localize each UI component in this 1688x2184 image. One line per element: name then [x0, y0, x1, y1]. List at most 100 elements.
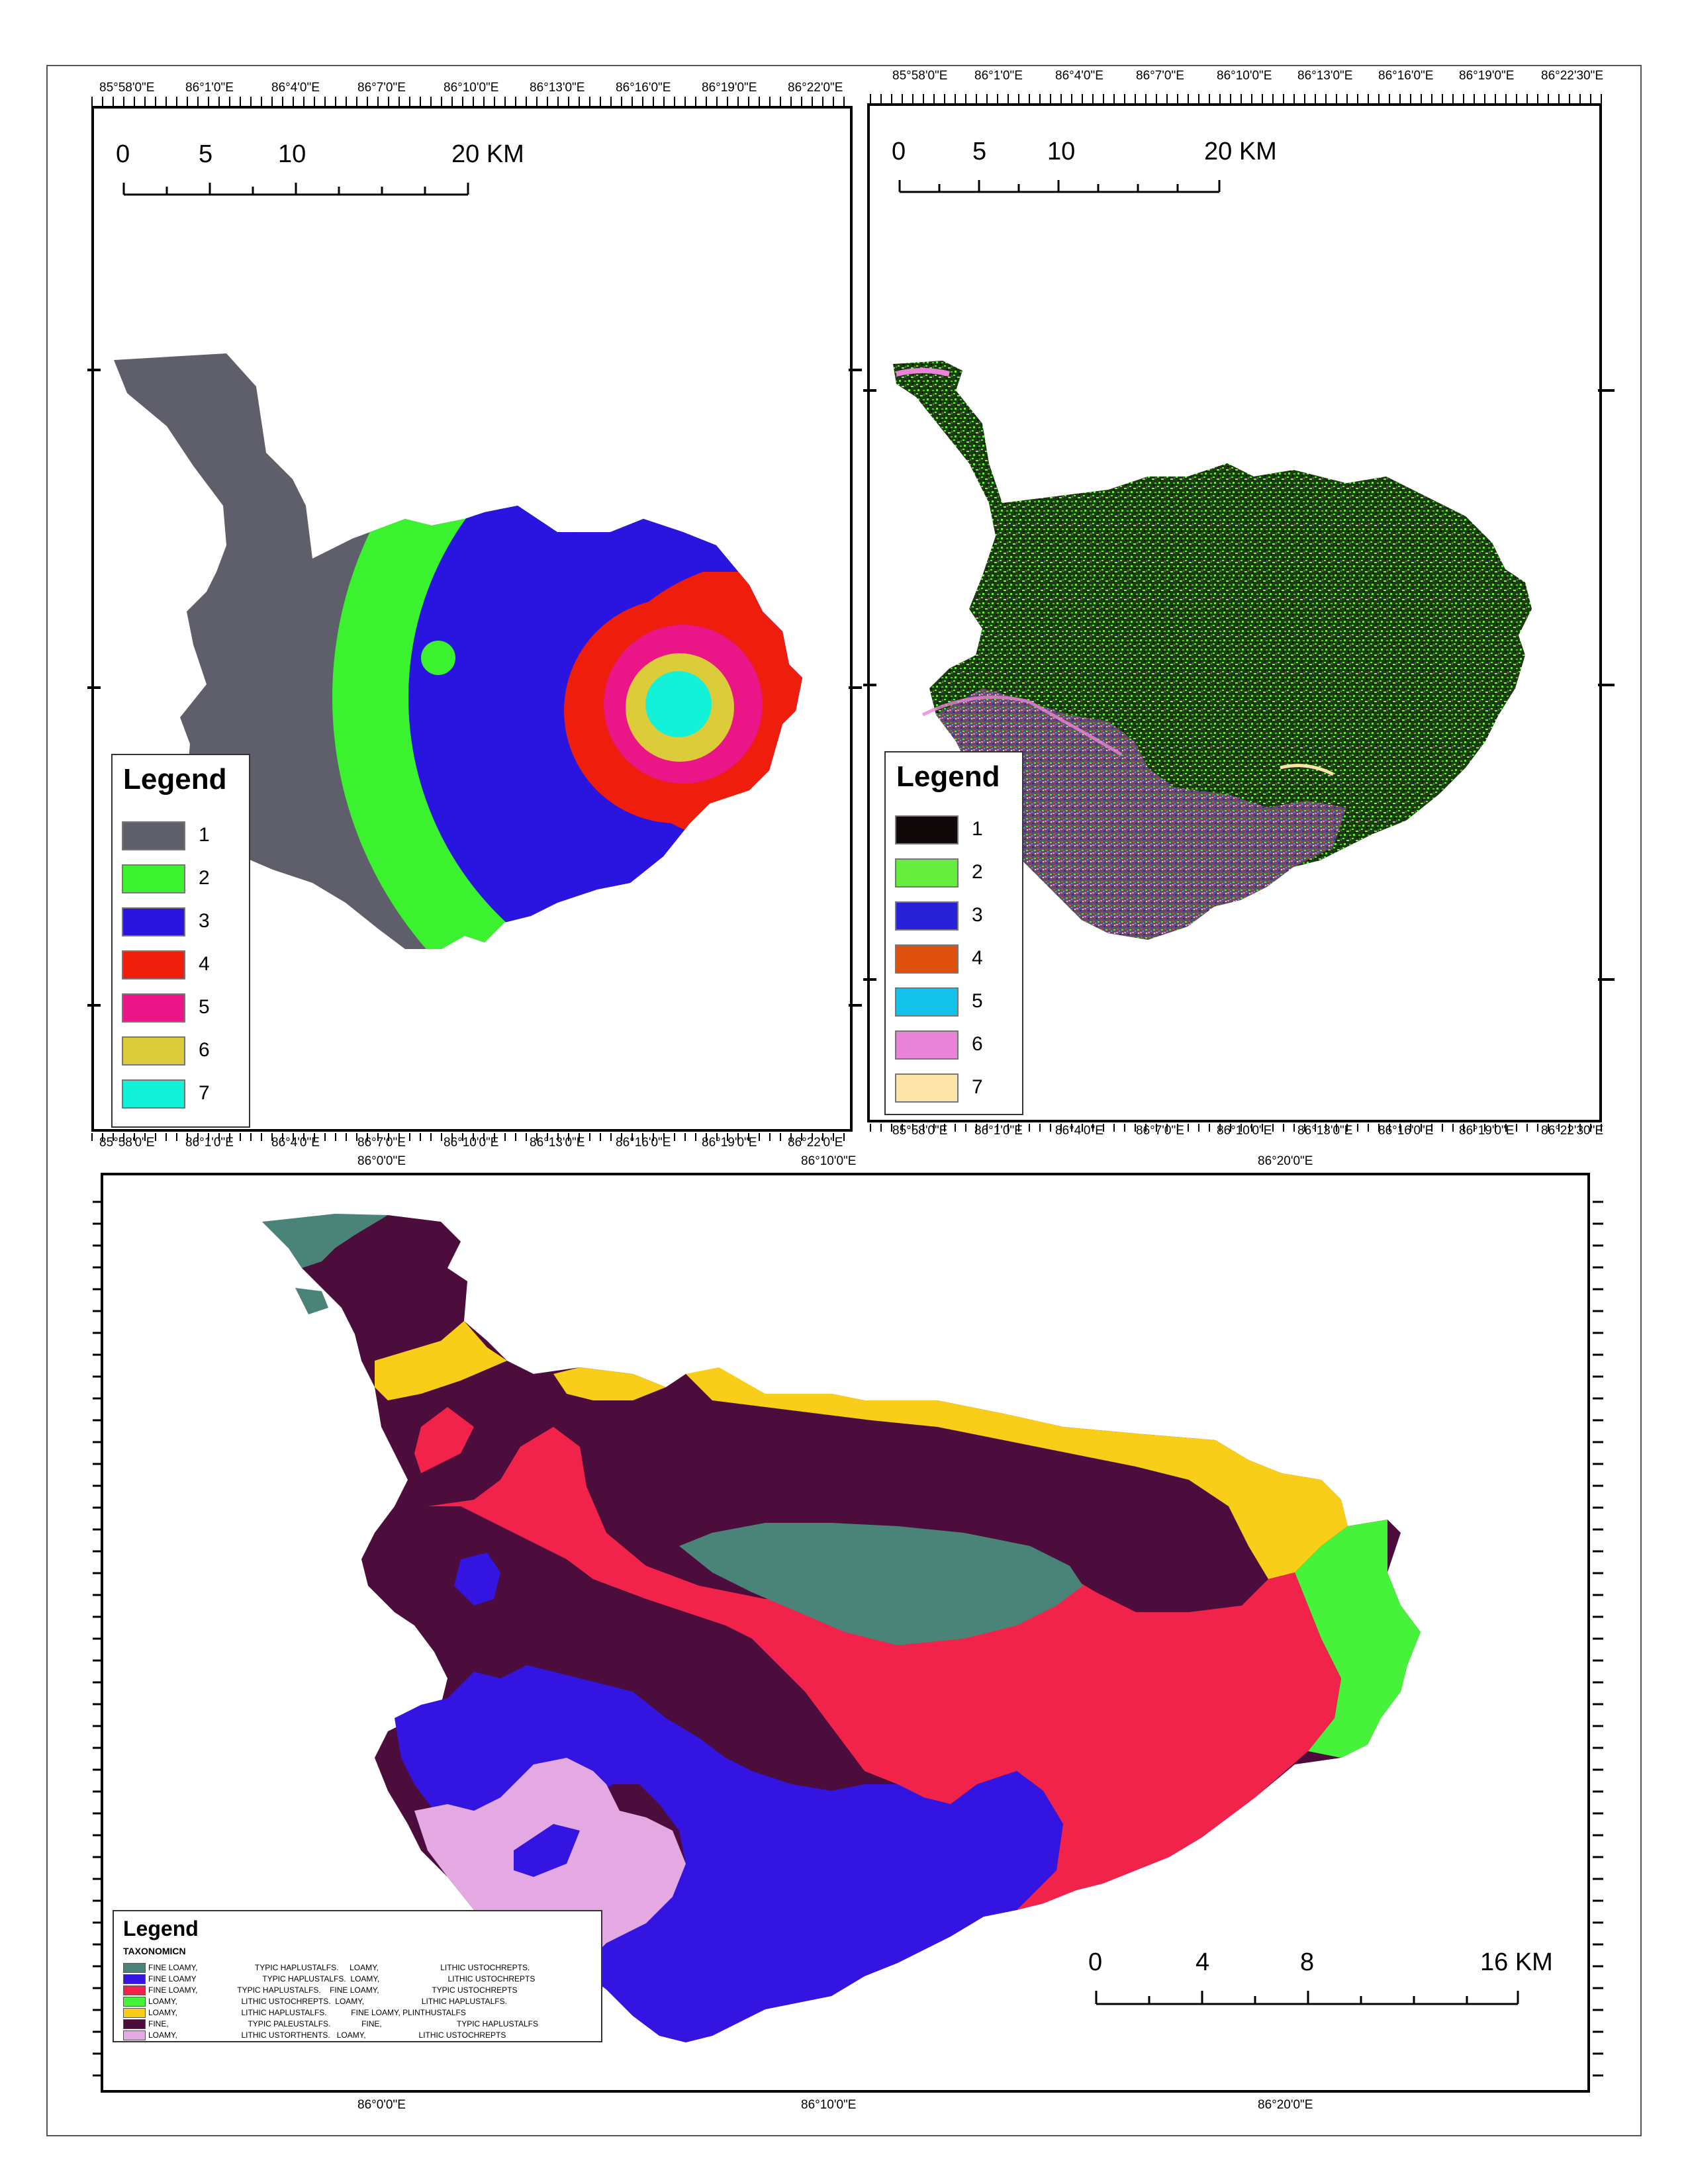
edge-tick [1315, 94, 1316, 103]
map1-scale-5: 5 [199, 140, 213, 168]
edge-tick [759, 97, 760, 106]
edge-tick [880, 94, 882, 103]
edge-tick [1537, 94, 1538, 103]
edge-tick [303, 1133, 305, 1141]
edge-tick [314, 97, 315, 106]
edge-tick [1569, 1124, 1570, 1132]
edge-tick [600, 97, 601, 106]
edge-tick [1548, 1124, 1549, 1132]
edge-tick [1548, 94, 1549, 103]
coord-label: 86°7'0"E [357, 1136, 406, 1150]
legend-swatch-4 [122, 950, 185, 979]
map3-legend: Legend TAXONOMICN FINE LOAMY, TYPIC HAPL… [113, 1910, 602, 2042]
edge-tick [748, 1133, 749, 1141]
tax-swatch [123, 2019, 146, 2029]
edge-tick [1029, 94, 1030, 103]
coord-label: 86°1'0"E [974, 69, 1023, 83]
edge-tick [356, 1133, 357, 1141]
edge-tick [494, 1133, 495, 1141]
edge-tick [880, 1124, 882, 1132]
tax-label: FINE LOAMY TYPIC HAPLUSTALFS. LOAMY, LIT… [148, 1974, 536, 1983]
edge-tick [536, 1133, 538, 1141]
edge-tick [1135, 1124, 1136, 1132]
edge-tick [123, 1133, 124, 1141]
edge-tick [367, 1133, 368, 1141]
coord-label: 86°7'0"E [1136, 1124, 1184, 1138]
edge-tick [271, 1133, 273, 1141]
map1-scale-0: 0 [116, 140, 130, 168]
edge-tick [955, 1124, 956, 1132]
edge-tick [1082, 94, 1083, 103]
map2-panel: 85°58'0"E 86°1'0"E 86°4'0"E 86°7'0"E 86°10'0… [863, 66, 1648, 1145]
edge-tick [430, 1133, 432, 1141]
edge-tick [134, 1133, 135, 1141]
coord-label: 86°20'0"E [1258, 1154, 1313, 1168]
legend-swatch-2 [895, 858, 959, 887]
tax-swatch [123, 1997, 146, 2007]
legend-label: 3 [972, 904, 983, 926]
map3-soil-zones [262, 1214, 1421, 2042]
edge-tick [833, 1133, 834, 1141]
edge-tick [610, 1133, 612, 1141]
edge-tick [208, 97, 209, 106]
legend-label: 7 [972, 1076, 983, 1098]
coord-label: 86°19'0"E [1459, 1124, 1515, 1138]
edge-tick [1389, 94, 1390, 103]
edge-tick [674, 1133, 675, 1141]
edge-tick [1325, 1124, 1327, 1132]
edge-tick [1526, 94, 1528, 103]
coord-label: 86°10'0"E [801, 1154, 857, 1168]
edge-tick [1590, 1124, 1591, 1132]
legend-swatch-6 [895, 1030, 959, 1060]
edge-tick [748, 97, 749, 106]
edge-tick [557, 97, 559, 106]
edge-tick [1389, 1124, 1390, 1132]
edge-tick [197, 97, 199, 106]
edge-tick [462, 97, 463, 106]
edge-tick [1156, 1124, 1157, 1132]
map2-scale-20: 20 KM [1204, 138, 1277, 165]
edge-tick [663, 97, 665, 106]
tax-swatch [123, 2030, 146, 2040]
edge-tick [282, 97, 283, 106]
edge-tick [1230, 1124, 1231, 1132]
edge-tick [1526, 1124, 1528, 1132]
map1-scale-20: 20 KM [451, 140, 524, 168]
edge-tick [293, 97, 294, 106]
edge-tick [218, 97, 220, 106]
edge-tick [1325, 94, 1327, 103]
edge-tick [843, 97, 845, 106]
edge-tick [790, 1133, 792, 1141]
edge-tick [515, 1133, 516, 1141]
map2-scale-0: 0 [892, 138, 906, 165]
legend-swatch-2 [122, 864, 185, 893]
edge-tick [144, 1133, 146, 1141]
edge-tick [1336, 94, 1337, 103]
edge-tick [282, 1133, 283, 1141]
edge-tick [737, 97, 739, 106]
edge-tick [1272, 94, 1274, 103]
edge-tick [462, 1133, 463, 1141]
edge-tick [1124, 94, 1125, 103]
edge-tick [303, 97, 305, 106]
map2-scale-bar [898, 180, 1221, 193]
map3-scale-0: 0 [1088, 1948, 1103, 1976]
map1-zone-7 [645, 671, 712, 737]
edge-tick [1092, 1124, 1094, 1132]
coord-label: 85°58'0"E [892, 69, 948, 83]
coord-label: 86°4'0"E [1055, 69, 1103, 83]
edge-tick [891, 1124, 892, 1132]
edge-tick [695, 1133, 696, 1141]
edge-tick [1188, 94, 1189, 103]
edge-tick [377, 1133, 379, 1141]
edge-tick [780, 1133, 781, 1141]
edge-tick [441, 97, 442, 106]
edge-tick [706, 97, 707, 106]
edge-tick [923, 1124, 924, 1132]
edge-tick [399, 97, 400, 106]
map2-svg [863, 180, 1615, 981]
edge-tick [1103, 1124, 1104, 1132]
edge-tick [1241, 94, 1242, 103]
edge-tick [737, 1133, 739, 1141]
edge-tick [314, 1133, 315, 1141]
